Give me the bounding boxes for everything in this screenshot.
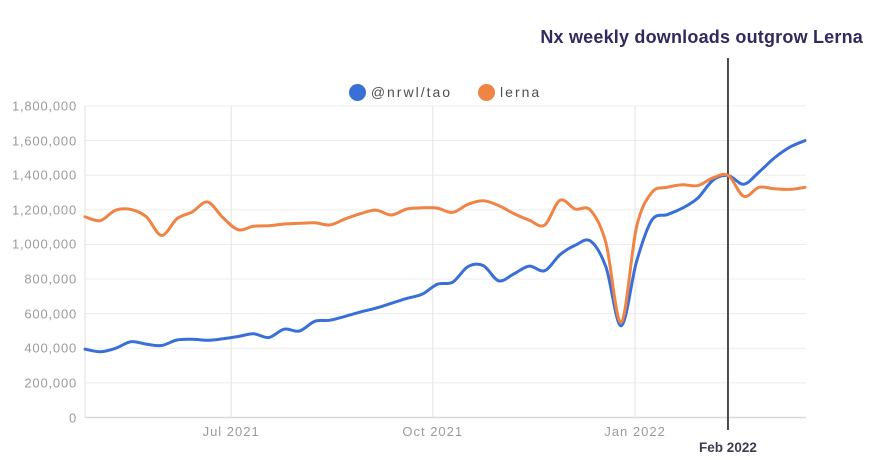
series-line-lerna <box>83 172 807 324</box>
y-tick-label: 1,600,000 <box>11 133 77 149</box>
annotation-label: Feb 2022 <box>699 440 757 455</box>
y-tick-label: 1,400,000 <box>11 167 77 183</box>
legend-label: @nrwl/tao <box>370 84 453 100</box>
y-tick-label: 1,200,000 <box>11 202 77 218</box>
y-tick-label: 1,000,000 <box>11 236 77 252</box>
y-tick-label: 0 <box>68 410 77 425</box>
legend-label: lerna <box>500 84 542 100</box>
y-tick-label: 200,000 <box>24 375 77 391</box>
y-tick-label: 800,000 <box>24 271 77 287</box>
legend-swatch-icon <box>348 83 366 101</box>
chart-title: Nx weekly downloads outgrow Lerna <box>540 27 863 47</box>
y-tick-label: 1,800,000 <box>11 98 77 114</box>
y-tick-label: 400,000 <box>24 340 77 356</box>
legend: @nrwl/tao lerna <box>85 82 805 102</box>
y-tick-label: 600,000 <box>24 306 77 322</box>
x-tick-label: Jan 2022 <box>604 424 666 439</box>
x-tick-label: Oct 2021 <box>402 424 464 439</box>
series-line-nrwl-tao <box>83 139 807 354</box>
legend-swatch-icon <box>478 83 496 101</box>
legend-item: lerna <box>478 83 542 101</box>
x-tick-label: Jul 2021 <box>202 424 260 439</box>
legend-item: @nrwl/tao <box>348 83 453 101</box>
